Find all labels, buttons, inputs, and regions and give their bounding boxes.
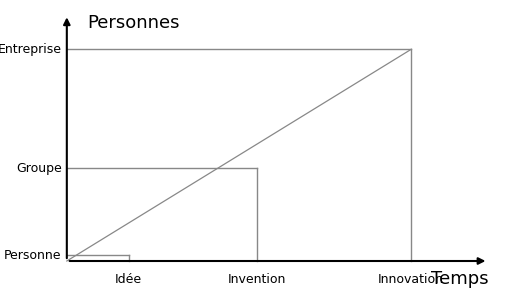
Text: Innovation: Innovation xyxy=(378,273,444,286)
Text: Idée: Idée xyxy=(115,273,142,286)
Text: Personnes: Personnes xyxy=(87,14,180,32)
Text: Groupe: Groupe xyxy=(16,162,62,175)
Text: Entreprise: Entreprise xyxy=(0,43,62,56)
Text: Invention: Invention xyxy=(228,273,286,286)
Text: Personne: Personne xyxy=(4,249,62,262)
Text: Temps: Temps xyxy=(431,270,488,288)
